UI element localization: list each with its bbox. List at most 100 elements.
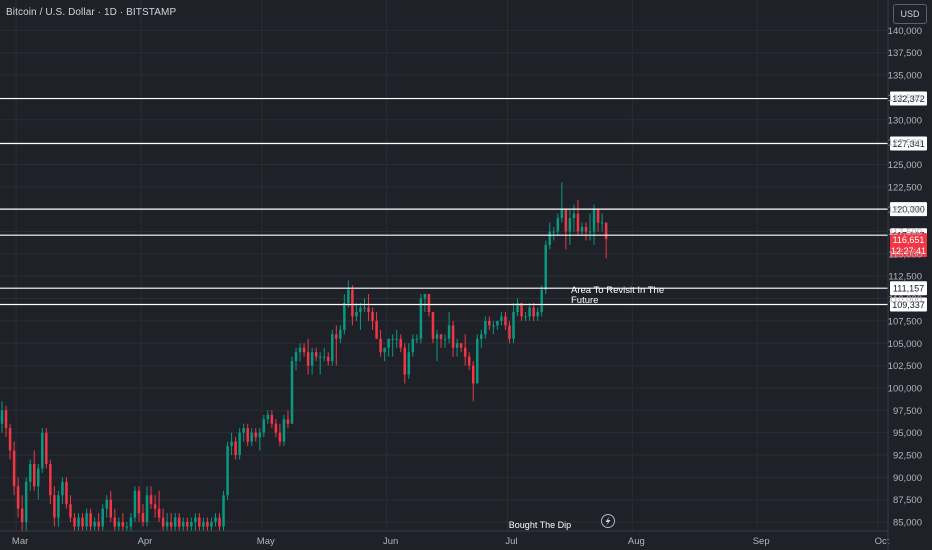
candle <box>89 508 92 531</box>
candle-body <box>109 499 113 518</box>
last-price-label: 116,651 <box>893 235 925 245</box>
candle-body <box>137 490 141 514</box>
candle-body <box>286 419 290 424</box>
candle-body <box>250 432 253 442</box>
candle <box>93 517 96 531</box>
countdown-label: 12:27:41 <box>891 246 926 256</box>
annotation-dip-text: Bought The Dip <box>509 520 571 530</box>
candle <box>318 352 322 375</box>
candle <box>371 307 374 330</box>
grid <box>0 0 887 531</box>
candle <box>41 428 44 473</box>
candle-body <box>302 347 306 353</box>
candle <box>16 477 20 518</box>
y-tick-label: 97,500 <box>893 406 922 417</box>
candle <box>379 329 382 357</box>
y-tick-label: 110,000 <box>888 294 922 305</box>
candle-body <box>45 432 48 464</box>
candle-body <box>600 222 604 224</box>
candle <box>540 285 543 317</box>
candle-body <box>508 325 511 339</box>
candle-body <box>451 325 455 348</box>
level-tag <box>890 202 927 217</box>
candle <box>250 428 253 447</box>
candle-body <box>443 338 447 340</box>
candle-body <box>375 320 378 339</box>
candle <box>536 307 539 321</box>
candle <box>242 423 245 442</box>
candle <box>20 495 24 531</box>
candle-body <box>471 365 475 384</box>
candle-body <box>278 432 282 442</box>
candle-body <box>85 513 88 527</box>
candle <box>580 222 584 236</box>
candle <box>584 222 588 241</box>
candle-body <box>69 504 72 518</box>
candle <box>488 316 491 330</box>
candle <box>77 513 80 531</box>
candle <box>592 204 596 245</box>
y-tick-label: 120,000 <box>888 205 922 216</box>
candle <box>504 311 507 330</box>
candle <box>407 343 411 380</box>
candle <box>182 517 185 531</box>
candle <box>262 414 266 438</box>
candle <box>290 356 294 424</box>
candle-body <box>423 294 427 299</box>
candle-body <box>226 446 229 496</box>
candle-body <box>512 311 515 339</box>
candle <box>24 477 28 531</box>
candle-body <box>355 311 358 317</box>
candle-body <box>427 294 431 312</box>
candle <box>339 325 342 344</box>
candle-body <box>198 517 201 527</box>
candle <box>576 200 580 236</box>
level-tag <box>890 91 927 106</box>
lightning-icon[interactable] <box>601 514 615 528</box>
candle <box>512 303 515 344</box>
candle-body <box>347 289 350 304</box>
candle <box>214 513 217 527</box>
candle-body <box>387 338 390 348</box>
candle-body <box>121 522 125 527</box>
candle-body <box>145 495 149 523</box>
candle <box>306 338 310 375</box>
candle-body <box>548 231 552 245</box>
candle <box>246 423 249 447</box>
y-tick-label: 105,000 <box>888 339 922 350</box>
candle-body <box>157 508 161 518</box>
level-tag <box>890 281 927 296</box>
candle <box>161 508 165 531</box>
candle <box>37 463 40 500</box>
candle-body <box>133 490 137 518</box>
candle-body <box>165 522 169 527</box>
candle-body <box>210 522 213 527</box>
currency-button[interactable]: USD <box>893 4 927 24</box>
candle-body <box>314 352 318 357</box>
level-tag-label: 120,000 <box>892 205 925 215</box>
candle <box>331 329 334 366</box>
level-tag-label: 127,341 <box>892 139 925 149</box>
annotation-area-text: Future <box>571 295 598 306</box>
candle-body <box>544 244 547 290</box>
candle <box>234 437 237 460</box>
y-tick-label: 90,000 <box>893 473 922 484</box>
candle-body <box>504 316 507 326</box>
candle-body <box>20 508 24 523</box>
y-tick-label: 132,500 <box>888 93 922 104</box>
candle <box>137 486 141 523</box>
candle <box>53 486 56 527</box>
candle <box>310 347 314 375</box>
level-tag-label: 132,372 <box>892 94 925 104</box>
candle-body <box>540 289 543 312</box>
candle-body <box>32 463 36 487</box>
candle-body <box>399 338 402 348</box>
candle-body <box>202 522 205 527</box>
candle <box>302 343 306 357</box>
level-tag-label: 111,157 <box>893 284 924 294</box>
candle <box>177 513 181 531</box>
candle-body <box>447 325 451 339</box>
candle <box>326 352 330 366</box>
